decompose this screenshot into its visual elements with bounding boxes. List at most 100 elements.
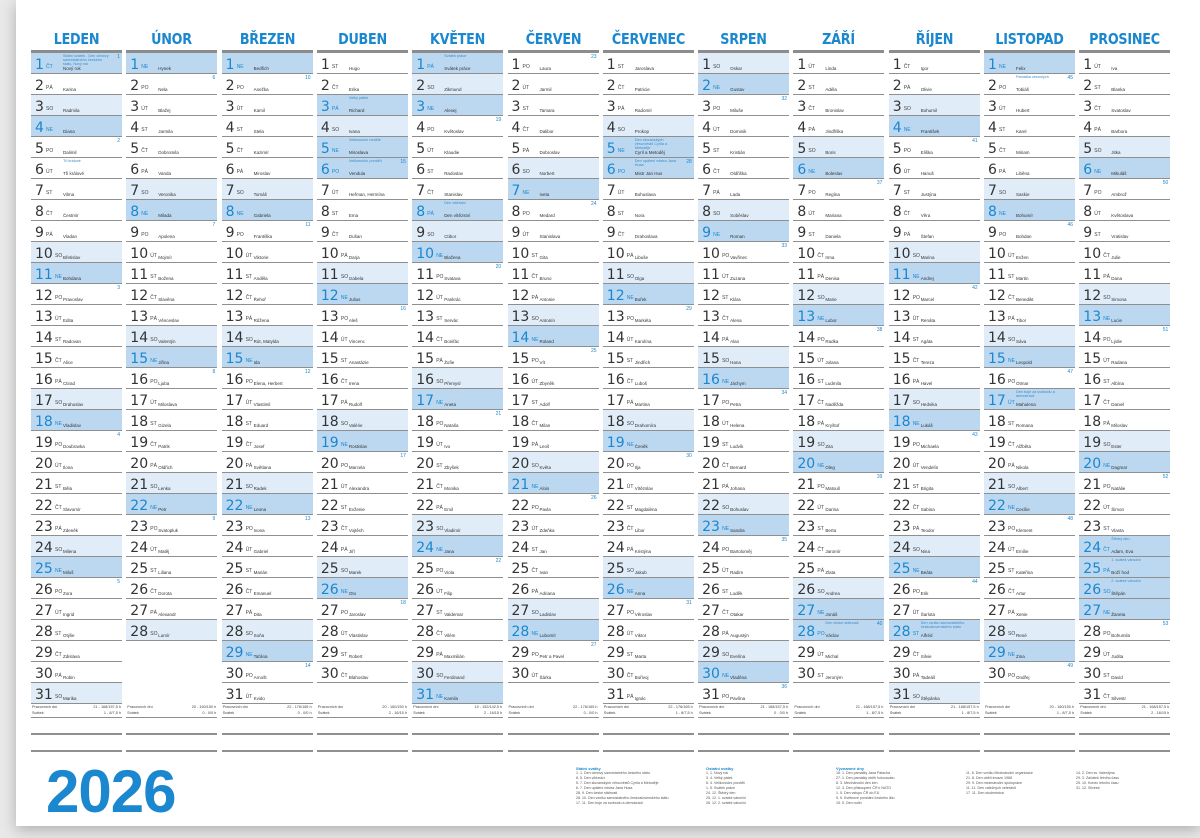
day-cell: 23 PO Klement 48 <box>984 515 1075 536</box>
name-day: Gustav <box>730 87 745 92</box>
name-day: Valdemar <box>444 612 464 617</box>
day-number: 11 <box>892 267 911 283</box>
weekday-label: SO <box>340 421 349 427</box>
day-cell: 13 ÚT Renáta <box>888 305 980 326</box>
day-number: 3 <box>130 99 140 115</box>
name-day: Ilona <box>63 465 73 470</box>
day-number: 21 <box>416 477 435 493</box>
weekday-label: PO <box>1103 631 1111 637</box>
name-day: Vladimír <box>444 528 461 533</box>
day-number: 24 <box>797 540 816 556</box>
name-day: Radomír <box>634 108 653 113</box>
weekday-label: ÚT <box>55 463 62 469</box>
name-day: Svatoslav <box>1111 108 1131 113</box>
day-cell: 28 ÚT Viktor <box>602 620 694 641</box>
weekday-label: SO <box>55 694 63 700</box>
name-day: Benedikt <box>1016 297 1034 302</box>
day-number: 11 <box>130 267 149 283</box>
weekday-label: ČT <box>626 379 634 385</box>
weekday-label: PÁ <box>817 274 825 280</box>
day-number: 12 <box>606 288 625 304</box>
name-day: Martina <box>634 402 650 407</box>
day-cell: 27 ČT Otakar <box>698 599 790 620</box>
day-cell: 12 ČT Řehoř <box>221 284 313 305</box>
day-number: 17 <box>606 393 625 409</box>
holiday-label: Svátek <box>413 711 425 715</box>
weekday-label: ST <box>1094 232 1101 238</box>
weekday-label: NE <box>817 316 825 322</box>
week-number: 43 <box>972 432 978 438</box>
name-day: Adéla <box>825 87 837 92</box>
month-header-bar <box>984 50 1075 53</box>
weekday-label: ČT <box>522 127 530 133</box>
name-day: René <box>1016 633 1027 638</box>
weekday-label: ÚT <box>55 316 62 322</box>
name-day: Ilja <box>634 465 641 470</box>
name-day: Maxmilián <box>444 654 465 659</box>
day-cell: 8 ST Nora <box>602 200 694 221</box>
day-number: 5 <box>320 141 330 157</box>
note-line <box>602 733 694 735</box>
name-day: Svátek práce <box>444 66 471 71</box>
weekday-label: PO <box>331 169 340 175</box>
day-number: 11 <box>988 267 1006 283</box>
weekday-label: NE <box>150 505 158 511</box>
day-note: Velikonoční pondělí <box>348 159 382 163</box>
day-cell: 10 SO Marina <box>888 242 980 263</box>
day-cell: 15 PÁ Žofie <box>412 347 504 368</box>
weekday-label: ÚT <box>245 400 253 406</box>
holiday-value: 2 - 16/15 h <box>484 711 503 715</box>
day-number: 21 <box>35 477 53 493</box>
day-note: Památka zesnulých <box>1016 75 1049 79</box>
day-cell: 1 NE Bedřich <box>221 53 313 74</box>
name-day: Lucie <box>1111 318 1123 323</box>
day-cell: 27 SO Ladislav <box>507 599 599 620</box>
weekday-label: SO <box>713 211 721 217</box>
note-line <box>984 750 1075 752</box>
day-cell: 5 SO Jitka <box>1079 137 1171 158</box>
weekday-label: PO <box>340 316 349 322</box>
holiday-label: Svátek <box>508 711 521 715</box>
name-day: Hubert <box>1016 108 1030 113</box>
day-number: 23 <box>320 519 339 535</box>
day-cell: 22 ÚT Darina <box>793 494 885 515</box>
legend-item: 28. 10. Den vzniku samostatného českoslo… <box>576 796 669 800</box>
day-number: 5 <box>1083 141 1093 157</box>
weekday-label: PO <box>722 400 730 406</box>
day-number: 23 <box>892 519 911 535</box>
day-note: Den vzniku samostatného československého… <box>920 621 965 629</box>
name-day: Jaromír <box>825 549 841 554</box>
day-number: 13 <box>225 309 244 325</box>
name-day: František <box>920 129 940 134</box>
day-number: 13 <box>416 309 435 325</box>
weekday-label: ST <box>46 190 53 196</box>
day-cell: 3 ÚT Hubert <box>984 95 1075 116</box>
day-number: 2 <box>702 78 712 94</box>
day-number: 22 <box>606 498 625 514</box>
weekday-label: ČT <box>912 652 920 658</box>
day-number: 31 <box>416 687 435 703</box>
day-number: 28 <box>988 624 1006 640</box>
weekday-label: NE <box>522 190 530 196</box>
day-cell: 4 PO Květoslav 19 <box>412 116 504 137</box>
month-footer: Pracovních dní 22 - 176/165 h Svátek 0 - 0/… <box>507 704 599 718</box>
day-cell: 18 ST Eduard <box>221 410 313 431</box>
day-number: 16 <box>130 372 149 388</box>
day-cell: 14 ÚT Vincenc <box>316 326 408 347</box>
day-number: 19 <box>1083 435 1102 451</box>
day-cell: 27 NE Žaneta <box>1079 599 1171 620</box>
name-day: Květa <box>539 465 552 470</box>
day-cell: 25 PÁ Boží hod 1. svátek vánoční <box>1079 557 1171 578</box>
day-number: 18 <box>320 414 339 430</box>
weekday-label: ÚT <box>245 694 253 700</box>
name-day: Bruno <box>539 276 552 281</box>
weekday-label: PO <box>626 610 635 616</box>
day-number: 15 <box>797 351 816 367</box>
day-cell: 18 ST Romana <box>984 410 1075 431</box>
name-day: Johana <box>730 486 745 491</box>
name-day: Denisa <box>825 276 840 281</box>
name-day: Viola <box>444 570 455 575</box>
legend-item: 11. 6. Den vzniku Mezinárodní organizace <box>966 771 1033 775</box>
day-cell: 10 ÚT Mojmír <box>126 242 218 263</box>
weekday-label: PÁ <box>817 568 825 574</box>
